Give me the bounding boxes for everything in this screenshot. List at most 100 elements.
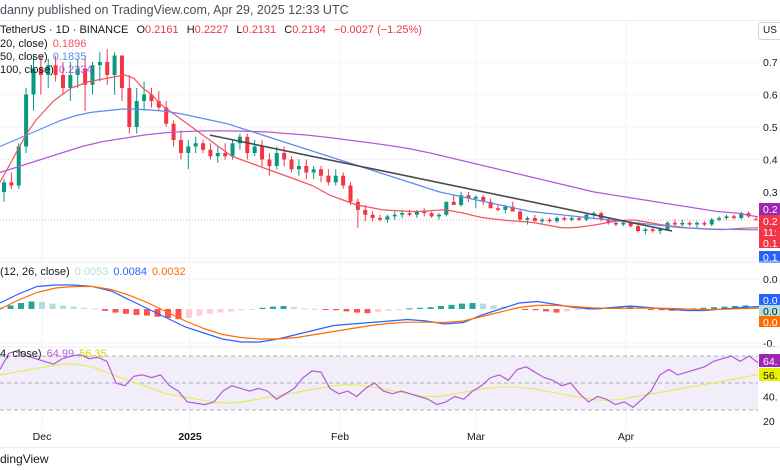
- close-value: 0.2134: [292, 24, 326, 36]
- candle-down: [481, 196, 486, 202]
- ma20-legend[interactable]: 20, close) 0.1896: [0, 38, 91, 50]
- candle-up: [525, 218, 530, 220]
- candle-down: [267, 159, 272, 166]
- candle-down: [495, 208, 500, 210]
- symbol-legend: TetherUS · 1D · BINANCE O0.2161 H0.2227 …: [0, 24, 427, 36]
- candle-up: [97, 62, 102, 66]
- header-divider: [0, 20, 780, 21]
- rsi-legend[interactable]: 4, close) 64.99 56.35: [0, 348, 112, 360]
- candle-up: [392, 214, 397, 217]
- macd-hist-bar: [259, 307, 266, 309]
- candle-down: [60, 75, 65, 88]
- candle-down: [407, 213, 412, 215]
- price-tag: [759, 226, 780, 237]
- candle-up: [252, 146, 257, 153]
- x-tick-label: 2025: [178, 431, 202, 443]
- macd-hist-bar: [532, 309, 539, 311]
- candle-down: [348, 185, 353, 202]
- symbol-name: TetherUS · 1D · BINANCE: [0, 24, 129, 36]
- macd-hist-bar: [102, 309, 108, 311]
- x-tick-label: Mar: [467, 431, 486, 443]
- candle-up: [459, 195, 464, 205]
- macd-hist-bar: [291, 307, 297, 309]
- candle-down: [429, 213, 434, 217]
- macd-tag-label: 0.0: [763, 306, 778, 318]
- candle-down: [156, 101, 161, 108]
- candle-up: [680, 222, 685, 225]
- macd-tick-label: -0.: [763, 338, 775, 350]
- candle-down: [282, 153, 287, 160]
- candle-down: [562, 218, 567, 220]
- candle-down: [119, 55, 124, 88]
- macd-hist-bar: [39, 301, 45, 309]
- macd-hist-bar: [322, 309, 329, 310]
- macd-hist-bar: [217, 309, 224, 313]
- macd-hist-bar: [721, 306, 728, 309]
- ma100-label: 100, close): [0, 64, 54, 76]
- candle-down: [466, 195, 471, 199]
- macd-hist-bar: [574, 309, 581, 311]
- x-tick-label: Apr: [618, 431, 635, 443]
- candle-down: [304, 166, 309, 173]
- macd-hist-bar: [280, 306, 287, 309]
- candle-up: [473, 196, 478, 199]
- candle-up: [134, 101, 139, 127]
- macd-legend[interactable]: (12, 26, close) 0.0053 0.0084 0.0032: [0, 266, 191, 278]
- candle-down: [687, 222, 692, 225]
- price-tag: [759, 251, 780, 263]
- candle-down: [577, 218, 582, 220]
- high-label: H: [186, 24, 195, 36]
- rsi-tag: [759, 354, 780, 367]
- macd-hist-bar: [553, 309, 560, 313]
- rsi-ma-value: 56.35: [79, 348, 107, 360]
- candle-up: [724, 216, 729, 218]
- candle-down: [341, 175, 346, 186]
- macd-hist-bar: [427, 307, 434, 309]
- ma50-value: 0.1835: [52, 51, 87, 63]
- ma100-legend[interactable]: 100, close) 0.2234: [0, 64, 97, 76]
- candle-down: [422, 211, 427, 214]
- candle-up: [46, 65, 51, 75]
- currency-selector[interactable]: US: [758, 22, 780, 40]
- candle-down: [83, 68, 88, 85]
- macd-signal-value: 0.0032: [152, 266, 186, 278]
- macd-hist-bar: [480, 303, 486, 309]
- macd-hist-bar: [238, 309, 245, 311]
- candle-up: [68, 75, 73, 88]
- open-label: O: [136, 24, 145, 36]
- ohlc-close: C0.2134: [284, 24, 326, 36]
- candle-up: [193, 143, 198, 147]
- macd-hist-bar: [112, 309, 119, 313]
- candle-down: [9, 182, 14, 186]
- candle-down: [289, 159, 294, 170]
- candle-up: [658, 229, 663, 231]
- macd-hist-bar: [81, 307, 87, 309]
- candle-down: [650, 229, 655, 231]
- candle-down: [319, 169, 324, 176]
- macd-hist-bar: [270, 306, 276, 309]
- candle-up: [274, 153, 279, 166]
- macd-hist-bar: [648, 309, 654, 310]
- macd-hist-bar: [175, 309, 182, 320]
- open-value: 0.2161: [145, 24, 179, 36]
- footer-divider: [0, 447, 780, 448]
- rsi-line: [0, 349, 759, 409]
- macd-hist-bar: [469, 303, 476, 309]
- macd-hist-bar: [364, 309, 371, 314]
- macd-hist-bar: [186, 309, 192, 318]
- candle-up: [739, 213, 744, 218]
- macd-hist-bar: [49, 303, 56, 309]
- candle-down: [164, 107, 169, 124]
- candle-down: [532, 218, 537, 222]
- macd-hist-bar: [165, 309, 171, 318]
- candle-up: [414, 211, 419, 215]
- ma50-legend[interactable]: 50, close) 0.1835: [0, 51, 91, 63]
- price-tag-label: 11:: [763, 227, 777, 239]
- macd-hist-bar: [417, 307, 423, 309]
- candle-up: [142, 94, 147, 101]
- candle-up: [75, 68, 80, 75]
- candle-up: [591, 213, 596, 215]
- candle-up: [385, 216, 390, 220]
- macd-hist-bar: [658, 309, 665, 311]
